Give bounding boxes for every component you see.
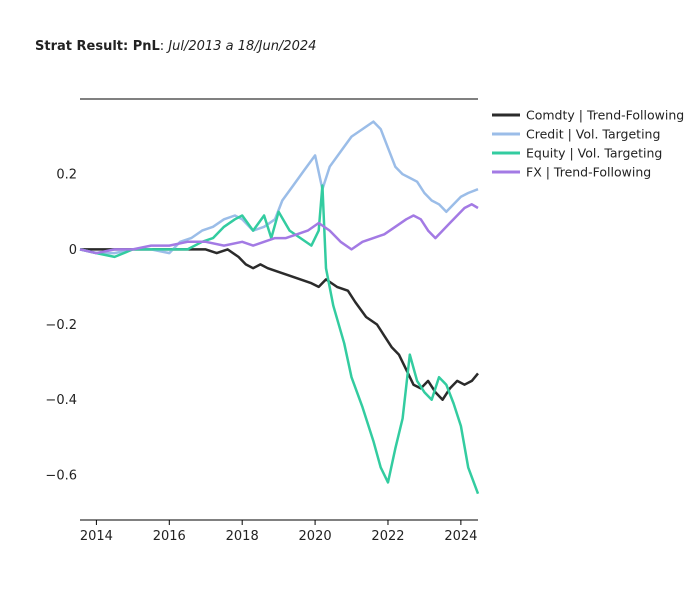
x-tick-label: 2020 [299,529,332,544]
chart-title: Strat Result: PnL: Jul/2013 a 18/Jun/202… [35,39,316,54]
y-tick-label: −0.4 [45,393,77,408]
y-tick-label: 0 [69,243,77,258]
legend-item-0[interactable]: Comdty | Trend-Following [492,108,684,123]
chart-title-separator: : [160,39,169,54]
legend-item-2[interactable]: Equity | Vol. Targeting [492,146,662,161]
y-tick-label: 0.2 [56,168,77,183]
x-tick-label: 2016 [153,529,186,544]
legend-label: FX | Trend-Following [526,165,651,180]
series-line-0 [80,248,479,401]
x-tick-label: 2024 [444,529,477,544]
series-layer [79,120,480,495]
legend-item-1[interactable]: Credit | Vol. Targeting [492,127,660,142]
legend: Comdty | Trend-Following Credit | Vol. Ta… [492,108,684,180]
x-tick-label: 2014 [80,529,113,544]
legend-item-3[interactable]: FX | Trend-Following [492,165,651,180]
x-tick-label: 2022 [371,529,404,544]
x-axis: 2014 2016 2018 2020 2022 2024 [80,520,477,544]
x-tick-label: 2018 [226,529,259,544]
y-axis: −0.6 −0.4 −0.2 0 0.2 [45,168,77,484]
series-line-2 [79,184,480,495]
series-line-1 [79,120,479,255]
y-tick-label: −0.2 [45,318,77,333]
legend-label: Comdty | Trend-Following [526,108,684,123]
legend-label: Equity | Vol. Targeting [526,146,662,161]
y-tick-label: −0.6 [45,468,77,483]
chart-title-italic: Jul/2013 a 18/Jun/2024 [165,39,316,54]
chart-title-bold: Strat Result: PnL [35,39,160,54]
legend-label: Credit | Vol. Targeting [526,127,660,142]
series-line-3 [79,203,479,255]
